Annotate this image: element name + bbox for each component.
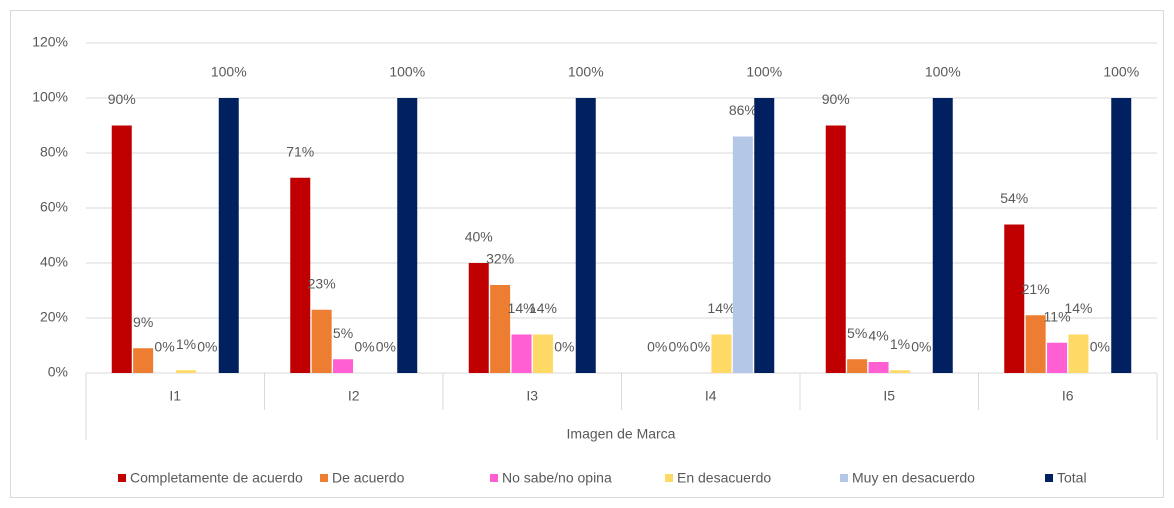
value-label: 0%: [647, 339, 667, 355]
value-label: 0%: [1090, 339, 1110, 355]
bar: [1025, 315, 1046, 373]
bar: [825, 125, 846, 373]
value-label: 100%: [389, 64, 425, 80]
y-tick-label: 0%: [48, 364, 68, 380]
bar: [468, 263, 489, 373]
legend-label: De acuerdo: [332, 470, 405, 486]
x-axis-title: Imagen de Marca: [567, 426, 676, 442]
legend-label: Completamente de acuerdo: [130, 470, 303, 486]
value-label: 100%: [1103, 64, 1139, 80]
legend-swatch: [118, 474, 126, 482]
legend-swatch: [490, 474, 498, 482]
bar: [133, 348, 154, 373]
y-tick-label: 20%: [40, 309, 68, 325]
value-label: 14%: [707, 300, 735, 316]
bar: [333, 359, 354, 373]
value-label: 0%: [354, 339, 374, 355]
legend-swatch: [320, 474, 328, 482]
value-label: 100%: [746, 64, 782, 80]
value-label: 0%: [554, 339, 574, 355]
value-label: 23%: [308, 275, 336, 291]
value-label: 86%: [729, 102, 757, 118]
value-label: 4%: [868, 328, 888, 344]
bar: [1111, 98, 1132, 373]
value-label: 14%: [1064, 300, 1092, 316]
bar: [490, 285, 511, 373]
bar: [311, 309, 332, 373]
bar: [1047, 342, 1068, 373]
value-label: 40%: [465, 229, 493, 245]
bar: [575, 98, 596, 373]
legend-label: Total: [1057, 470, 1087, 486]
value-label: 11%: [1044, 308, 1071, 324]
x-tick-label: I5: [883, 388, 895, 404]
bar: [511, 334, 532, 373]
x-tick-label: I4: [705, 388, 717, 404]
value-label: 32%: [486, 251, 514, 267]
value-label: 5%: [333, 325, 353, 341]
value-label: 1%: [176, 336, 196, 352]
bar: [889, 370, 910, 373]
value-label: 1%: [890, 336, 910, 352]
bar: [175, 370, 196, 373]
bar: [111, 125, 132, 373]
x-tick-label: I6: [1062, 388, 1074, 404]
value-label: 0%: [154, 339, 174, 355]
value-label: 21%: [1022, 281, 1050, 297]
value-label: 0%: [690, 339, 710, 355]
bar: [847, 359, 868, 373]
bar: [397, 98, 418, 373]
value-label: 100%: [568, 64, 604, 80]
bar: [218, 98, 239, 373]
bar: [732, 136, 753, 373]
bar: [532, 334, 553, 373]
legend-label: No sabe/no opina: [502, 470, 612, 486]
bar: [711, 334, 732, 373]
x-tick-label: I2: [348, 388, 360, 404]
legend-swatch: [840, 474, 848, 482]
value-label: 100%: [925, 64, 961, 80]
y-tick-label: 100%: [32, 89, 68, 105]
value-label: 0%: [669, 339, 689, 355]
value-label: 0%: [197, 339, 217, 355]
value-label: 90%: [108, 91, 136, 107]
y-tick-label: 40%: [40, 254, 68, 270]
value-label: 0%: [911, 339, 931, 355]
value-label: 90%: [822, 91, 850, 107]
value-label: 71%: [286, 143, 314, 159]
value-label: 9%: [133, 314, 153, 330]
bar: [1004, 224, 1025, 373]
legend-swatch: [1045, 474, 1053, 482]
bar: [754, 98, 775, 373]
x-tick-label: I1: [169, 388, 181, 404]
value-label: 100%: [211, 64, 247, 80]
y-tick-label: 120%: [32, 34, 68, 50]
x-tick-label: I3: [526, 388, 538, 404]
y-tick-label: 60%: [40, 199, 68, 215]
value-label: 14%: [529, 300, 557, 316]
bar: [868, 362, 889, 373]
value-label: 54%: [1000, 190, 1028, 206]
legend-label: Muy en desacuerdo: [852, 470, 975, 486]
bar: [1068, 334, 1089, 373]
value-label: 14%: [508, 300, 536, 316]
legend-label: En desacuerdo: [677, 470, 771, 486]
bar: [932, 98, 953, 373]
bar: [290, 177, 311, 373]
y-tick-label: 80%: [40, 144, 68, 160]
value-label: 5%: [847, 325, 867, 341]
legend-swatch: [665, 474, 673, 482]
value-label: 0%: [376, 339, 396, 355]
